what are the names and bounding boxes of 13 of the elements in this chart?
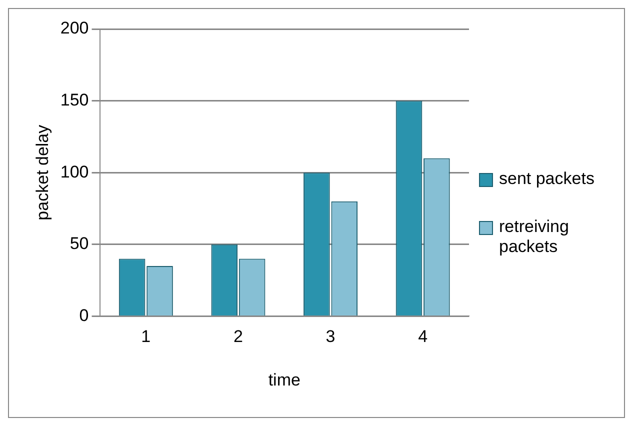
y-tick-label: 100 <box>60 162 89 182</box>
y-tick-label: 0 <box>79 306 89 325</box>
legend-label: sent packets <box>499 169 594 189</box>
x-tick-label: 3 <box>326 327 336 346</box>
x-tick-label: 4 <box>418 327 428 346</box>
y-tick-label: 200 <box>60 18 89 38</box>
y-axis-title: packet delay <box>32 124 52 220</box>
legend-label: retreiving packets <box>499 217 570 257</box>
y-tick-label: 50 <box>70 234 89 254</box>
x-tick-label: 2 <box>233 327 243 346</box>
x-axis-title: time <box>268 370 300 390</box>
x-tick-label: 1 <box>141 327 151 346</box>
y-tick-label: 150 <box>60 90 89 110</box>
